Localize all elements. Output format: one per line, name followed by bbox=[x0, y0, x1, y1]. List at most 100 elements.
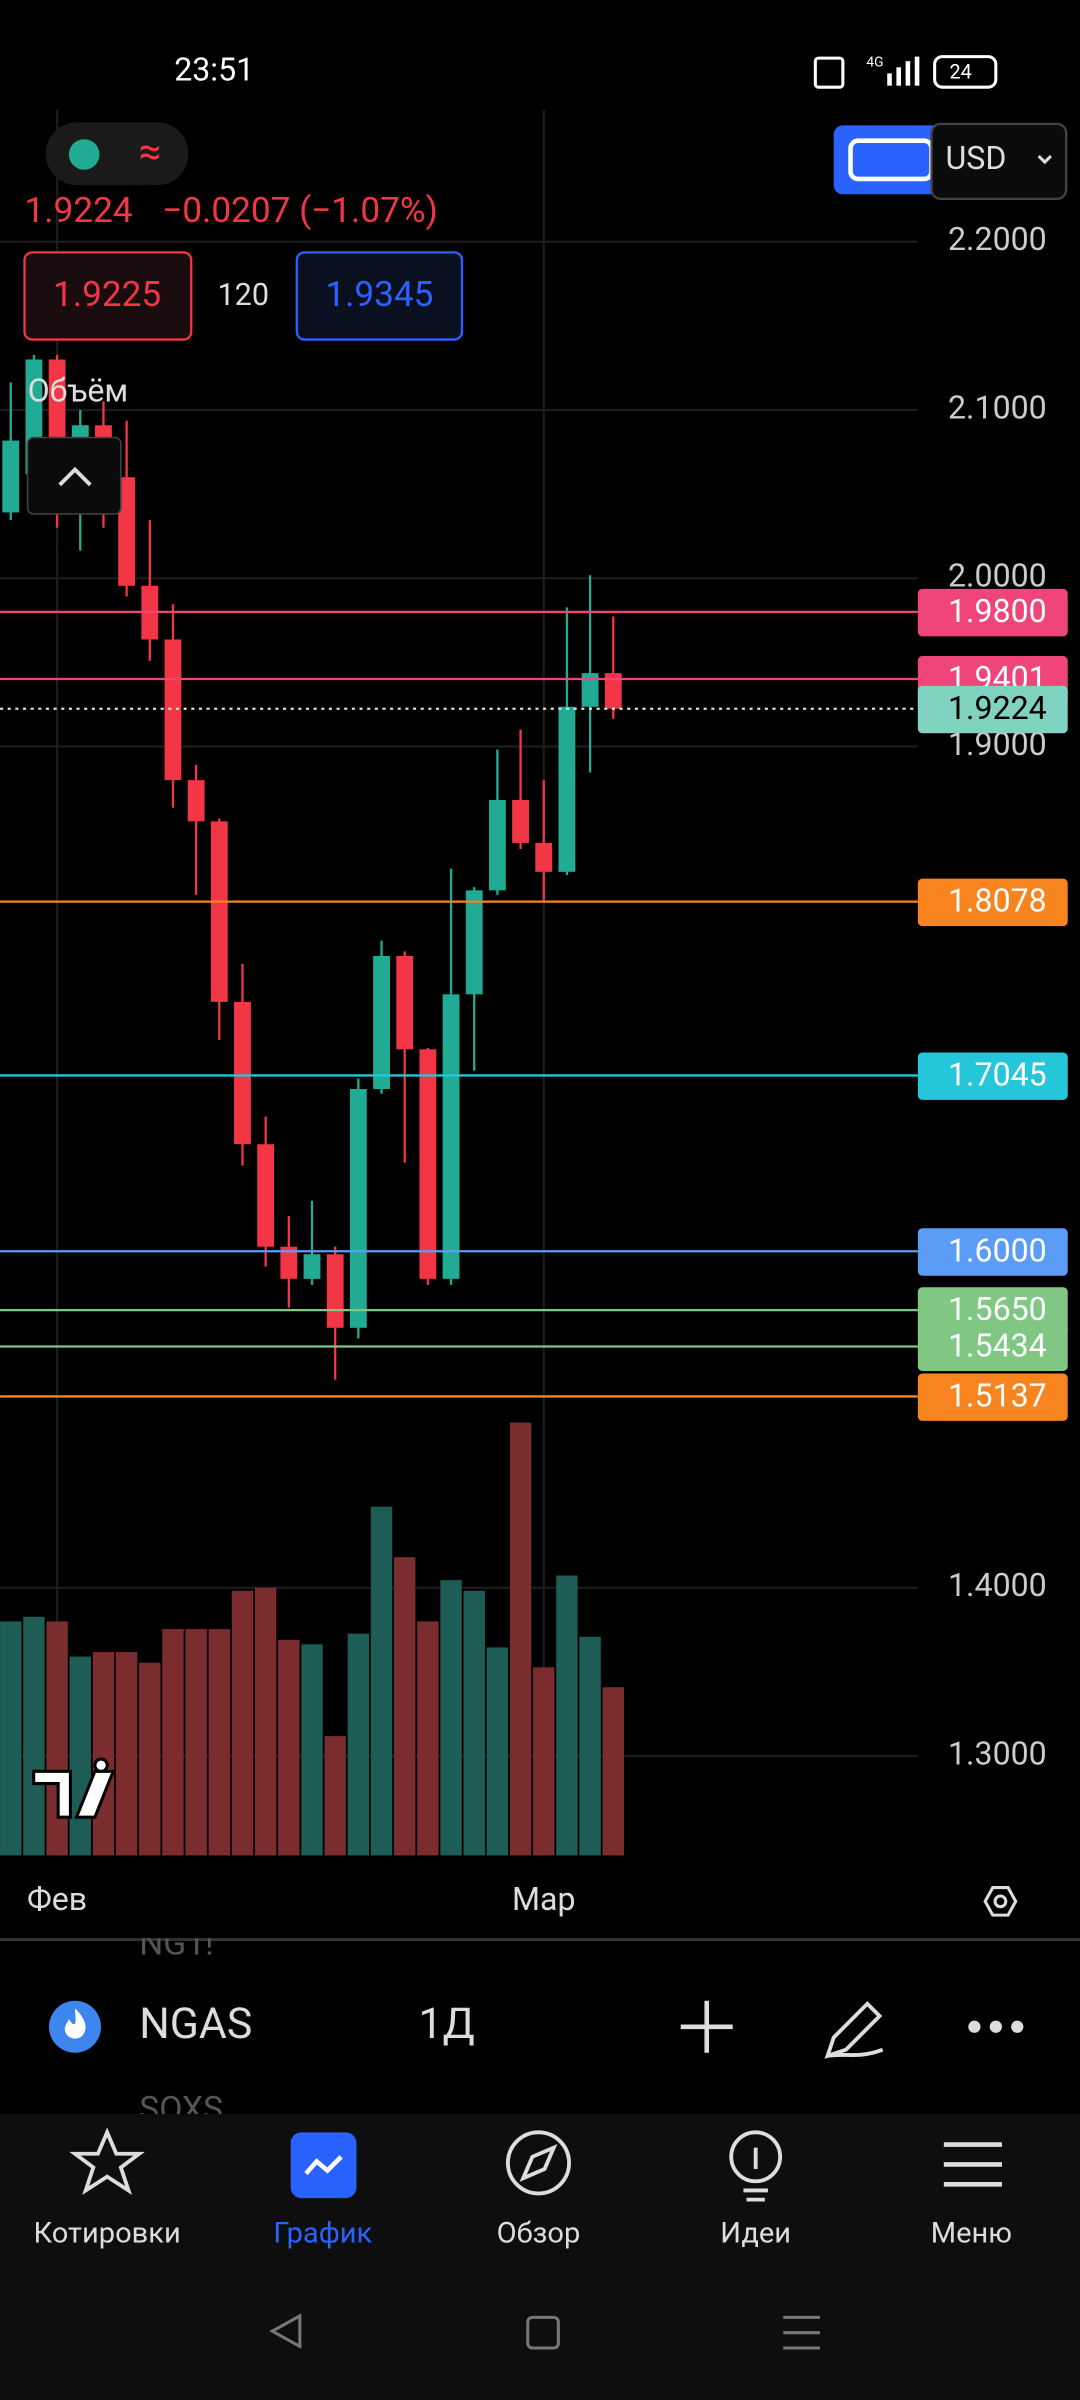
volume-bar bbox=[556, 1575, 578, 1856]
price-badge bbox=[917, 1323, 1068, 1371]
volume-bar bbox=[486, 1647, 509, 1856]
draw-button[interactable] bbox=[824, 2001, 884, 2059]
volume-bar bbox=[139, 1662, 161, 1856]
chevron bbox=[1037, 154, 1052, 165]
candle-body bbox=[187, 780, 205, 822]
volume-bar bbox=[92, 1652, 115, 1856]
nav-icons bbox=[69, 2127, 1002, 2202]
y-tick-label: 2.0000 bbox=[948, 557, 1047, 595]
recents-button[interactable] bbox=[783, 2315, 820, 2350]
price-badge bbox=[917, 1228, 1068, 1276]
signal-icon bbox=[887, 56, 920, 86]
chart: Фев Мар2.20002.10002.00001.90001.40001.30… bbox=[0, 110, 1068, 1918]
settings-icon-center bbox=[993, 1894, 1008, 1909]
nav-labels: Котировки График Обзор Идеи Меню bbox=[33, 2216, 1011, 2250]
candle-body bbox=[419, 1049, 437, 1279]
price-badge-label: 1.6000 bbox=[948, 1231, 1047, 1269]
volume-bar bbox=[115, 1652, 138, 1856]
last-price: 1.9224 bbox=[25, 189, 133, 231]
price-badge-label: 1.9224 bbox=[948, 689, 1047, 727]
candle-body bbox=[465, 890, 483, 995]
nav-label[interactable]: Идеи bbox=[720, 2216, 791, 2250]
candle-body bbox=[442, 994, 460, 1279]
indicator-pill[interactable] bbox=[45, 122, 189, 186]
candle-body bbox=[257, 1144, 275, 1247]
collapse-icon bbox=[58, 466, 92, 487]
candle-body bbox=[164, 639, 182, 781]
back-button[interactable] bbox=[269, 2313, 302, 2350]
volume-bar bbox=[509, 1422, 532, 1856]
volume-bar bbox=[417, 1621, 439, 1856]
volume-bar bbox=[533, 1667, 555, 1856]
nav-label[interactable]: График bbox=[273, 2216, 372, 2250]
candle-body bbox=[558, 706, 576, 872]
nav-label[interactable]: Обзор bbox=[497, 2216, 581, 2250]
volume-bar bbox=[347, 1633, 370, 1856]
battery-level: 24 bbox=[949, 61, 971, 84]
settings-icon[interactable] bbox=[983, 1886, 1018, 1917]
price-badge bbox=[917, 1373, 1068, 1421]
price-badge-label: 1.5434 bbox=[948, 1326, 1047, 1364]
volume-bar bbox=[324, 1736, 346, 1856]
candle-body bbox=[326, 1254, 344, 1328]
price-badge-label: 1.5650 bbox=[948, 1290, 1047, 1328]
y-tick-label: 2.1000 bbox=[948, 388, 1047, 426]
candle-body bbox=[488, 799, 506, 891]
candle-body bbox=[210, 821, 228, 1002]
clock: 23:51 bbox=[174, 50, 254, 88]
price-badge bbox=[917, 1287, 1068, 1335]
candle-body bbox=[512, 799, 529, 843]
volume-bar bbox=[370, 1506, 393, 1856]
candle-body bbox=[535, 842, 553, 872]
price-badge bbox=[917, 685, 1068, 734]
candle-body bbox=[349, 1089, 367, 1328]
candle-body bbox=[396, 955, 414, 1050]
y-tick-label: 1.4000 bbox=[948, 1566, 1047, 1604]
price-badge-label: 1.8078 bbox=[948, 882, 1047, 920]
volume-bar bbox=[46, 1621, 68, 1856]
volume-bar bbox=[393, 1557, 416, 1856]
price-badge-label: 1.7045 bbox=[948, 1055, 1047, 1093]
price-change: −0.0207 (−1.07%) bbox=[162, 189, 438, 231]
volume-bar bbox=[185, 1629, 207, 1856]
price-badge-label: 1.5137 bbox=[948, 1376, 1047, 1414]
volume-bar bbox=[602, 1687, 624, 1856]
interval[interactable]: 1Д bbox=[419, 1999, 475, 2049]
volume-bar bbox=[254, 1587, 277, 1856]
sell-button[interactable] bbox=[23, 251, 193, 341]
more-button[interactable] bbox=[968, 2020, 1024, 2033]
network-type: 4G bbox=[866, 54, 883, 70]
volume-bar bbox=[69, 1656, 91, 1856]
buy-button[interactable] bbox=[295, 251, 464, 341]
sell-price: 1.9225 bbox=[53, 273, 161, 315]
collapse-button[interactable] bbox=[26, 436, 122, 515]
logo bbox=[32, 1757, 116, 1819]
currency-button[interactable] bbox=[930, 122, 1068, 200]
volume-bar bbox=[0, 1621, 22, 1856]
symbol[interactable]: NGAS bbox=[139, 1999, 252, 2049]
battery-icon bbox=[933, 55, 998, 89]
nav-label[interactable]: Меню bbox=[931, 2216, 1012, 2250]
candle-body bbox=[2, 440, 20, 513]
spread: 120 bbox=[217, 278, 269, 313]
candle-body bbox=[118, 477, 136, 586]
candle-body bbox=[234, 1001, 251, 1145]
volume-bar bbox=[162, 1629, 184, 1856]
y-tick-label: 2.2000 bbox=[948, 220, 1047, 258]
add-button[interactable] bbox=[680, 2000, 733, 2053]
price-badge bbox=[917, 878, 1068, 927]
volume-bar bbox=[579, 1636, 601, 1856]
home-button[interactable] bbox=[526, 2315, 560, 2350]
candle-body bbox=[48, 359, 66, 444]
volume-bar bbox=[208, 1629, 231, 1856]
price-badge bbox=[917, 588, 1068, 637]
volume-bar bbox=[278, 1639, 300, 1856]
nav-label[interactable]: Котировки bbox=[33, 2216, 180, 2250]
volume-bar bbox=[463, 1590, 485, 1856]
buy-price: 1.9345 bbox=[325, 273, 433, 315]
nav-bar bbox=[0, 2113, 1080, 2400]
nfc-icon bbox=[813, 56, 845, 89]
volume-bar bbox=[231, 1590, 254, 1856]
price-badge bbox=[917, 1052, 1068, 1100]
